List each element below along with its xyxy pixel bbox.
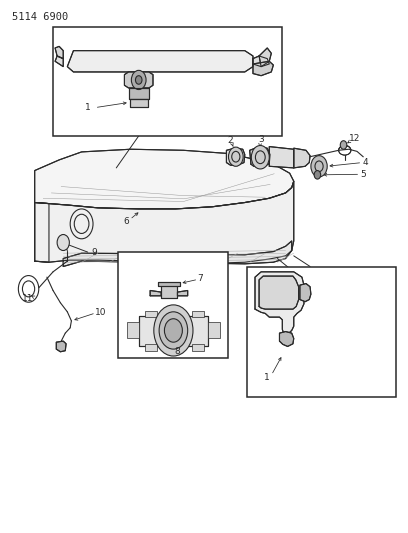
Circle shape (135, 76, 142, 84)
Polygon shape (158, 282, 180, 286)
Polygon shape (255, 272, 304, 335)
Polygon shape (124, 72, 153, 88)
Polygon shape (226, 148, 245, 165)
Bar (118, 252, 228, 358)
Bar (192, 311, 204, 317)
Text: 11: 11 (22, 294, 33, 303)
Polygon shape (56, 341, 66, 352)
Text: 8: 8 (175, 348, 180, 356)
Text: 2: 2 (228, 136, 233, 144)
Circle shape (251, 146, 269, 169)
Circle shape (159, 312, 188, 349)
Bar (247, 266, 396, 397)
Polygon shape (250, 147, 270, 167)
Polygon shape (161, 285, 177, 298)
Text: 10: 10 (95, 309, 107, 317)
Bar (192, 344, 204, 351)
Circle shape (164, 319, 182, 342)
Polygon shape (150, 290, 161, 296)
Circle shape (131, 70, 146, 90)
Text: 12: 12 (349, 134, 361, 143)
Polygon shape (177, 290, 188, 296)
Polygon shape (259, 276, 299, 309)
Polygon shape (130, 99, 148, 107)
Circle shape (340, 141, 347, 149)
Circle shape (228, 147, 243, 166)
Circle shape (57, 235, 69, 251)
Text: 3: 3 (258, 135, 264, 144)
Polygon shape (253, 61, 273, 76)
Polygon shape (269, 147, 294, 168)
Polygon shape (55, 46, 63, 59)
Polygon shape (55, 56, 63, 67)
Polygon shape (279, 332, 294, 346)
Polygon shape (35, 203, 49, 262)
Text: 5114 6900: 5114 6900 (12, 12, 69, 22)
Polygon shape (35, 181, 294, 263)
Bar (53, 27, 282, 136)
Bar (145, 311, 157, 317)
Text: 5: 5 (360, 171, 366, 179)
Polygon shape (253, 56, 269, 67)
Polygon shape (294, 148, 310, 168)
Bar (127, 322, 139, 338)
Bar (145, 344, 157, 351)
Text: 1: 1 (264, 373, 270, 382)
Text: 7: 7 (197, 274, 203, 282)
Polygon shape (35, 149, 294, 209)
Polygon shape (67, 51, 253, 72)
Text: 6: 6 (124, 217, 129, 226)
Circle shape (311, 156, 327, 177)
Polygon shape (259, 48, 271, 67)
Circle shape (314, 171, 321, 179)
Polygon shape (129, 88, 149, 99)
Polygon shape (300, 284, 311, 302)
Text: 4: 4 (362, 158, 368, 167)
Circle shape (154, 305, 193, 356)
Text: 1: 1 (85, 103, 91, 112)
Text: 9: 9 (91, 248, 97, 256)
Polygon shape (63, 241, 292, 266)
Bar (208, 322, 220, 338)
Polygon shape (139, 316, 208, 346)
